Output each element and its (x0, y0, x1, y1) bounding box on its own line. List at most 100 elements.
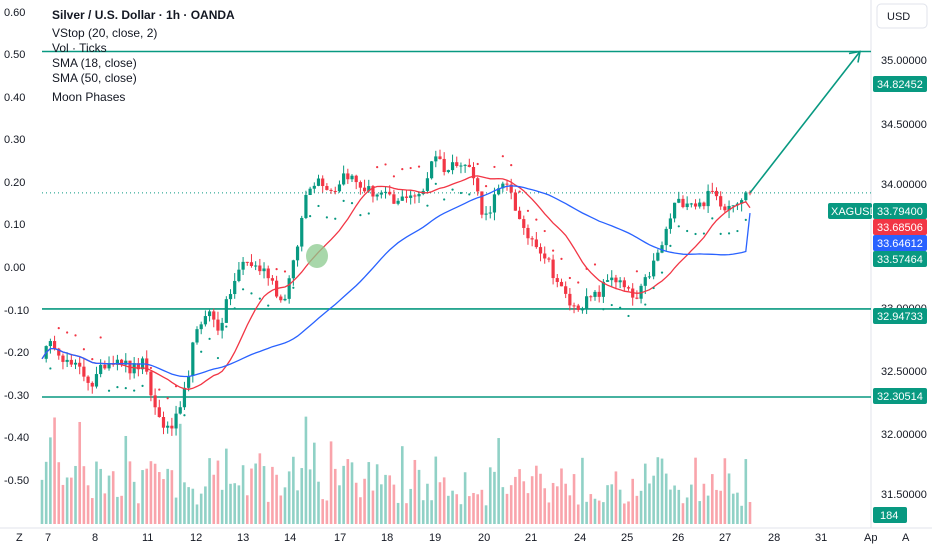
candle-body (337, 184, 342, 192)
vstop-dot (719, 232, 722, 236)
volume-bar (149, 461, 153, 524)
volume-bar (241, 465, 245, 524)
right-axis[interactable]: USD 35.00000 34.50000 34.00000 33.00000 … (828, 3, 928, 523)
candle-body (182, 387, 187, 408)
candle-body (693, 203, 698, 207)
vstop-dot (702, 232, 706, 235)
time-axis[interactable]: Z 7 8 11 12 13 14 17 18 19 20 21 24 25 2… (16, 532, 910, 544)
candle-body (362, 187, 367, 192)
volume-bar (329, 441, 333, 524)
indicator-volume[interactable]: Vol · Ticks (52, 41, 107, 55)
candle-body (145, 358, 149, 372)
volume-bar (82, 466, 86, 524)
svg-text:33.68506: 33.68506 (877, 222, 923, 234)
candle-body (622, 280, 626, 288)
volume-bar (70, 477, 73, 524)
vstop-dot (74, 334, 77, 337)
candle-body (346, 173, 350, 180)
left-tick: -0.20 (4, 347, 29, 359)
volume-bar (384, 474, 387, 524)
candle-body (580, 309, 585, 311)
volume-bar (451, 490, 454, 524)
vstop-dot (241, 288, 245, 291)
indicator-vstop[interactable]: VStop (20, close, 2) (52, 26, 157, 40)
candle-body (614, 277, 618, 283)
vstop-dot (141, 384, 144, 387)
volume-bar (614, 471, 618, 524)
candle-body (597, 291, 601, 297)
volume-bar (459, 504, 463, 524)
currency-button[interactable] (876, 3, 928, 29)
candle-body (157, 407, 161, 418)
time-tick: A (902, 532, 910, 544)
volume-bar (53, 417, 56, 524)
volume-bar (57, 462, 61, 524)
svg-text:184: 184 (880, 510, 898, 522)
volume-bar (681, 503, 685, 524)
currency-label: USD (887, 11, 910, 23)
vstop-dot (510, 164, 513, 167)
volume-bar (195, 504, 199, 524)
time-tick: 11 (142, 532, 153, 544)
horizontal-levels[interactable] (42, 50, 871, 398)
price-tag-support-1: 32.94733 (873, 308, 927, 324)
volume-bar (95, 461, 98, 524)
candle-body (643, 277, 647, 286)
vstop-dot (409, 166, 412, 170)
candle-body (656, 252, 660, 261)
candle-body (719, 196, 723, 207)
candle-body (434, 156, 438, 162)
projection-arrow[interactable] (749, 50, 861, 194)
candle-body (480, 191, 484, 215)
vstop-dot (635, 270, 638, 273)
moon-phase-marker (306, 244, 328, 268)
candle-body (358, 182, 362, 188)
time-tick: 17 (334, 532, 346, 544)
volume-bar (170, 470, 174, 524)
volume-bar (363, 478, 366, 524)
price-tag-sma18: 33.68506 (873, 219, 927, 235)
vstop-dot (66, 331, 69, 334)
volume-bar (564, 483, 567, 524)
volume-bar (434, 456, 438, 524)
volume-bar (375, 464, 379, 524)
left-tick: -0.30 (4, 390, 29, 402)
volume-bar (262, 466, 266, 524)
indicator-moon-phases[interactable]: Moon Phases (52, 90, 125, 104)
vstop-dot (57, 327, 60, 330)
volume-bar (727, 473, 731, 524)
vstop-dot (526, 209, 530, 212)
volume-bar (551, 482, 555, 524)
volume-bar (405, 503, 408, 524)
vstop-dot (459, 191, 463, 195)
vstop-dot (593, 263, 597, 266)
volume-bar (501, 487, 505, 524)
candle-body (497, 188, 501, 195)
volume-bar (480, 489, 484, 524)
volume-bar (380, 484, 383, 524)
volume-bar (304, 416, 308, 524)
vstop-dot (568, 276, 571, 280)
indicator-sma50[interactable]: SMA (50, close) (52, 71, 137, 85)
volume-bar (308, 469, 312, 524)
candle-body (78, 362, 82, 367)
vstop-dot (191, 368, 194, 372)
candle-body (304, 194, 308, 218)
volume-bar (325, 500, 329, 524)
candle-body (379, 192, 383, 195)
volume-bar (103, 493, 107, 524)
time-tick: 18 (381, 532, 393, 544)
indicator-sma18[interactable]: SMA (18, close) (52, 56, 137, 70)
projection-arrowhead (848, 50, 861, 63)
volume-bar (547, 502, 551, 524)
volume-bar (497, 438, 500, 524)
candle-body (203, 316, 207, 325)
price-tag-support-2: 32.30514 (873, 388, 927, 404)
vstop-dot (484, 185, 488, 188)
time-tick: 20 (478, 532, 490, 544)
volume-bar (694, 457, 697, 524)
candle-body (564, 286, 568, 294)
svg-text:34.82452: 34.82452 (877, 79, 923, 91)
timezone-button[interactable]: Z (16, 532, 23, 544)
